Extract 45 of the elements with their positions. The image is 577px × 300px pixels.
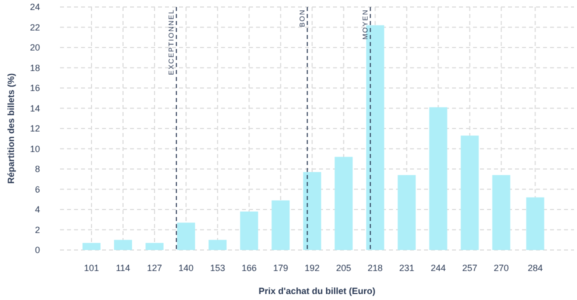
x-tick-label: 127 xyxy=(147,263,162,273)
y-tick-label: 18 xyxy=(30,62,40,73)
y-axis-title: Répartition des billets (%) xyxy=(6,73,16,184)
y-tick-label: 2 xyxy=(34,224,40,235)
bar xyxy=(303,172,322,250)
y-tick-label: 0 xyxy=(34,245,40,256)
bar xyxy=(208,240,227,250)
bar xyxy=(526,197,544,250)
y-tick-label: 20 xyxy=(30,42,40,53)
x-tick-label: 231 xyxy=(399,263,414,273)
x-tick-label: 218 xyxy=(368,263,383,273)
bar xyxy=(146,242,164,250)
x-axis-title: Prix d'achat du billet (Euro) xyxy=(258,286,376,296)
y-tick-label: 10 xyxy=(30,144,40,154)
bar xyxy=(460,136,479,250)
bar xyxy=(366,25,384,250)
y-tick-label: 8 xyxy=(34,164,40,174)
y-tick-label: 4 xyxy=(34,204,40,215)
x-tick-label: 257 xyxy=(462,263,478,273)
x-tick-label: 153 xyxy=(210,263,226,273)
y-tick-label: 6 xyxy=(34,184,40,194)
x-tick-label: 114 xyxy=(116,263,130,273)
bar xyxy=(398,175,416,250)
bar xyxy=(177,222,196,250)
x-tick-label: 166 xyxy=(242,263,257,273)
bar xyxy=(82,242,101,250)
y-tick-label: 14 xyxy=(30,103,40,114)
bar xyxy=(492,175,510,250)
x-tick-label: 205 xyxy=(336,263,352,273)
x-tick-label: 192 xyxy=(304,263,320,273)
bar xyxy=(240,212,258,250)
bar xyxy=(429,107,448,250)
x-tick-label: 140 xyxy=(178,263,194,273)
y-tick-label: 24 xyxy=(30,2,40,12)
x-tick-label: 284 xyxy=(528,263,543,273)
x-tick-label: 270 xyxy=(494,263,509,273)
x-tick-label: 101 xyxy=(84,263,100,273)
bar xyxy=(272,200,290,250)
y-tick-label: 16 xyxy=(30,83,40,94)
y-tick-label: 22 xyxy=(30,22,40,32)
x-tick-label: 244 xyxy=(430,263,446,273)
bar xyxy=(114,240,132,250)
x-tick-label: 179 xyxy=(273,263,288,273)
y-tick-label: 12 xyxy=(30,124,40,134)
bar xyxy=(334,156,353,250)
